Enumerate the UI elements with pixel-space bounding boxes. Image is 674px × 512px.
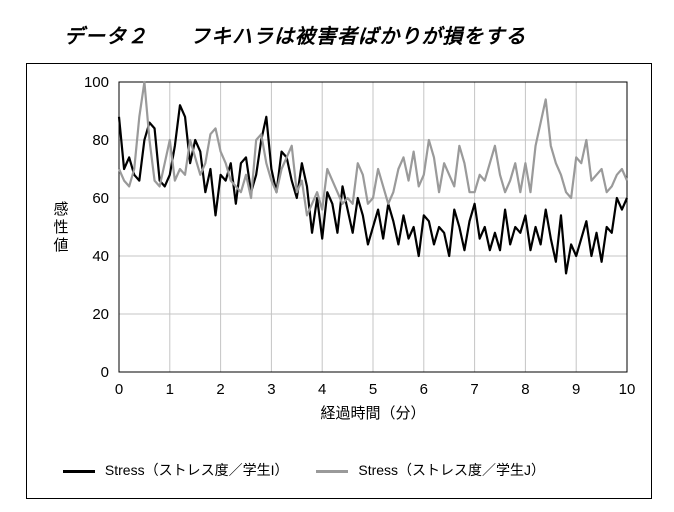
chart-title: データ２ フキハラは被害者ばかりが損をする [64, 20, 650, 49]
svg-text:性: 性 [53, 219, 68, 236]
legend-swatch-j [316, 470, 348, 473]
svg-text:100: 100 [84, 74, 109, 91]
svg-text:1: 1 [166, 381, 174, 398]
svg-text:9: 9 [572, 381, 580, 398]
svg-text:経過時間（分）: 経過時間（分） [320, 405, 425, 422]
svg-text:8: 8 [521, 381, 529, 398]
line-chart: 0 20 40 60 80 100 0 1 2 3 4 5 6 7 8 9 10 感性値経過時間（分） [27, 64, 653, 500]
page: データ２ フキハラは被害者ばかりが損をする 0 20 40 60 80 100 0 1 2 3 4 5… [0, 0, 674, 512]
svg-text:0: 0 [115, 381, 123, 398]
legend-label-i: Stress（ストレス度／学生I） [105, 462, 289, 478]
svg-text:0: 0 [101, 364, 109, 381]
svg-text:7: 7 [470, 381, 478, 398]
legend: Stress（ストレス度／学生I） Stress（ストレス度／学生J） [63, 460, 545, 480]
chart-frame: 0 20 40 60 80 100 0 1 2 3 4 5 6 7 8 9 10 感性値経過時間（分） Stres… [26, 63, 652, 499]
svg-text:値: 値 [53, 237, 68, 254]
svg-text:感: 感 [53, 201, 68, 218]
svg-text:10: 10 [619, 381, 636, 398]
legend-swatch-i [63, 470, 95, 473]
svg-text:80: 80 [92, 132, 109, 149]
svg-text:40: 40 [92, 248, 109, 265]
svg-text:3: 3 [267, 381, 275, 398]
svg-text:5: 5 [369, 381, 377, 398]
legend-item-i: Stress（ストレス度／学生I） [63, 460, 288, 480]
legend-item-j: Stress（ストレス度／学生J） [316, 460, 545, 480]
svg-text:60: 60 [92, 190, 109, 207]
svg-text:2: 2 [216, 381, 224, 398]
legend-label-j: Stress（ストレス度／学生J） [358, 462, 545, 478]
svg-text:20: 20 [92, 306, 109, 323]
svg-text:6: 6 [420, 381, 428, 398]
svg-text:4: 4 [318, 381, 326, 398]
